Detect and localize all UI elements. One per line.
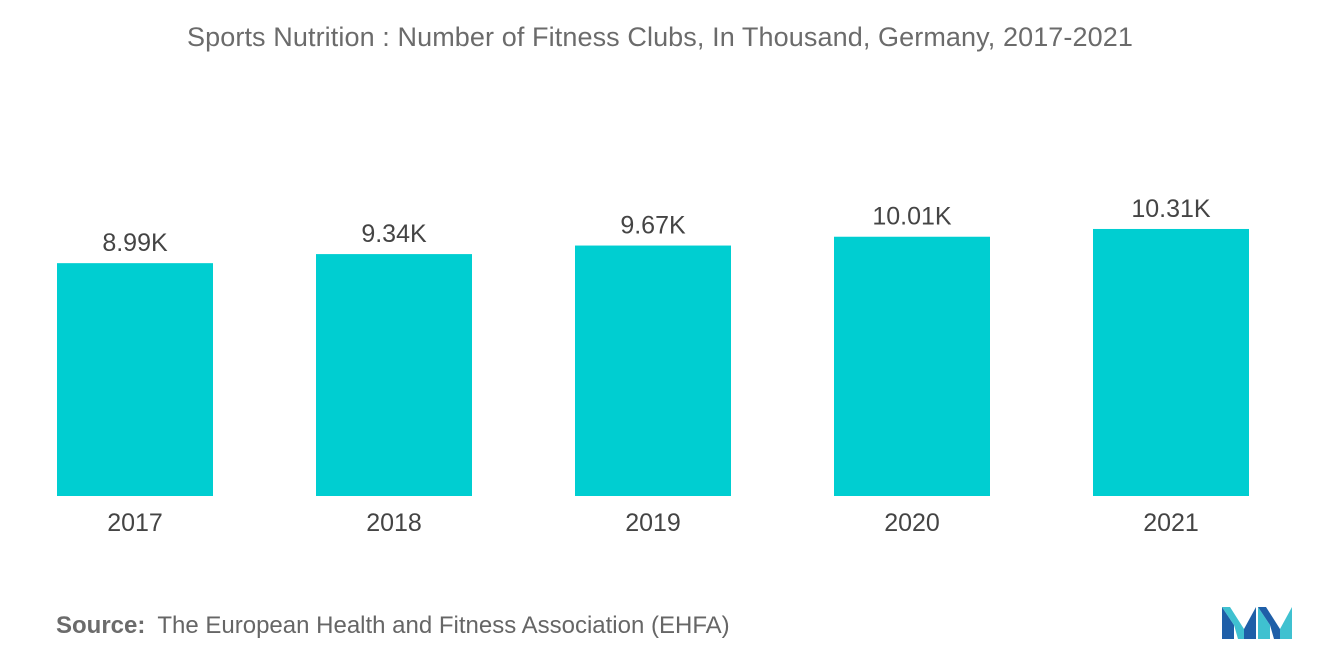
x-tick-label-2020: 2020 — [884, 509, 940, 537]
bar-chart: 8.99K 9.34K 9.67K 10.01K 10.31K 2017 2018 2019… — [57, 195, 1249, 537]
chart-title: Sports Nutrition : Number of Fitness Clu… — [187, 22, 1133, 52]
data-label-2017: 8.99K — [102, 229, 168, 257]
bar-2017 — [57, 263, 213, 496]
data-label-2020: 10.01K — [872, 203, 952, 231]
data-label-2018: 9.34K — [361, 220, 427, 248]
bars-layer — [57, 228, 1249, 496]
data-label-2019: 9.67K — [620, 212, 686, 240]
source-text: The European Health and Fitness Associat… — [157, 612, 730, 639]
source-note: Source: The European Health and Fitness A… — [56, 612, 730, 640]
bar-2020 — [834, 236, 990, 496]
bar-2019 — [575, 245, 731, 496]
x-tick-labels-layer: 2017 2018 2019 2020 2021 — [107, 509, 1199, 537]
bar-2021 — [1093, 228, 1249, 496]
x-tick-label-2018: 2018 — [366, 509, 422, 537]
x-tick-label-2017: 2017 — [107, 509, 163, 537]
x-tick-label-2019: 2019 — [625, 509, 681, 537]
mordor-logo-icon — [1222, 607, 1292, 639]
source-label: Source: — [56, 612, 146, 639]
x-tick-label-2021: 2021 — [1143, 509, 1199, 537]
data-label-2021: 10.31K — [1131, 195, 1211, 223]
bar-2018 — [316, 254, 472, 496]
data-labels-layer: 8.99K 9.34K 9.67K 10.01K 10.31K — [102, 195, 1211, 257]
